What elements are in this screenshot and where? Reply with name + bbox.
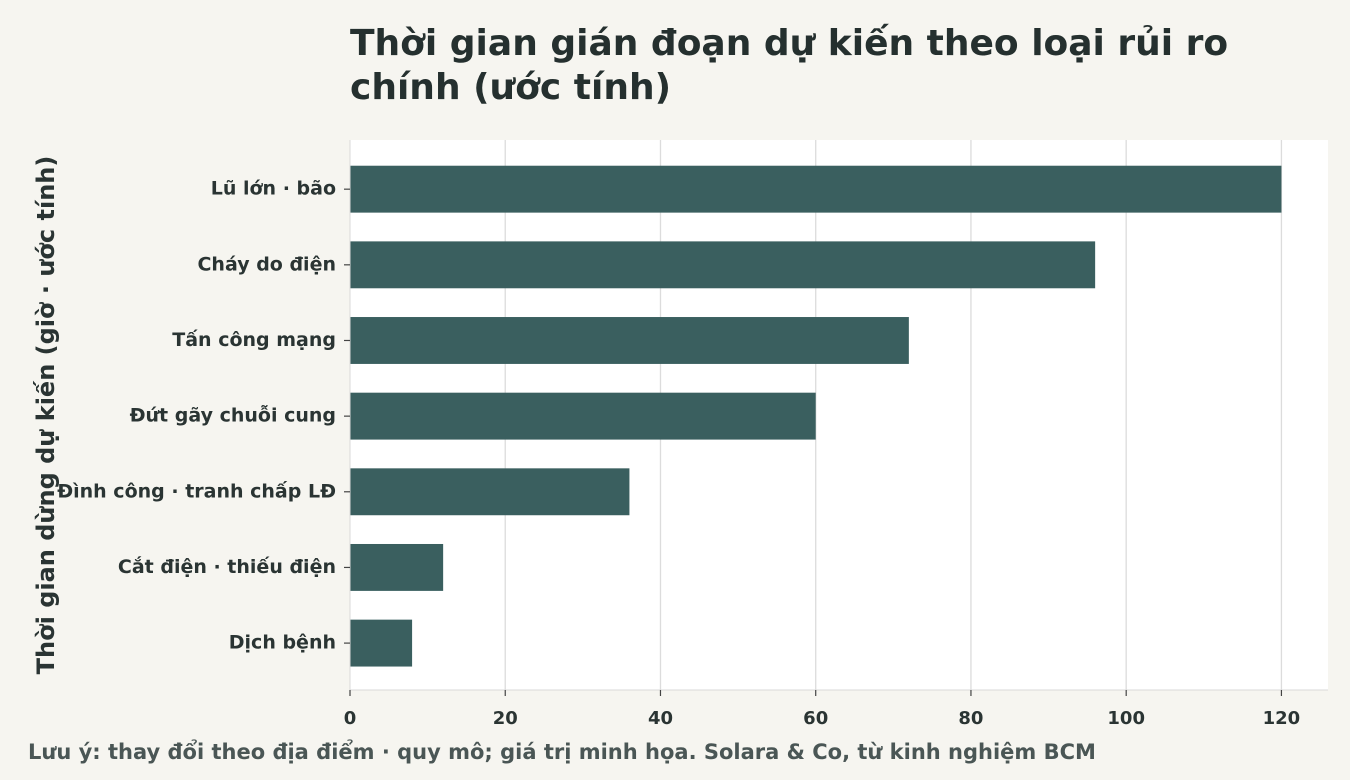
x-tick-label-60: 60 xyxy=(803,708,828,729)
x-tick-label-0: 0 xyxy=(344,708,357,729)
category-label-1: Cháy do điện xyxy=(197,253,336,275)
bar-2 xyxy=(350,317,909,364)
x-tick-label-100: 100 xyxy=(1107,708,1145,729)
category-label-0: Lũ lớn · bão xyxy=(211,178,336,200)
bar-4 xyxy=(350,468,630,516)
gridlines xyxy=(504,140,1283,690)
category-label-2: Tấn công mạng xyxy=(172,328,336,351)
x-tick-label-80: 80 xyxy=(958,708,983,729)
chart-title: Thời gian gián đoạn dự kiến theo loại rủ… xyxy=(350,23,1229,108)
bar-5 xyxy=(350,543,444,591)
bar-3 xyxy=(350,392,816,440)
chart-note: Lưu ý: thay đổi theo địa điểm · quy mô; … xyxy=(28,740,1096,764)
category-label-5: Cắt điện · thiếu điện xyxy=(118,555,336,578)
category-label-3: Đứt gãy chuỗi cung xyxy=(130,403,336,427)
bar-1 xyxy=(350,241,1096,289)
category-labels: Lũ lớn · bão Cháy do điện Tấn công mạng Đứt… xyxy=(57,178,350,654)
category-label-4: Đình công · tranh chấp LĐ xyxy=(57,479,336,502)
y-axis-title: Thời gian dừng dự kiến (giờ · ước tính) xyxy=(32,156,60,675)
category-label-6: Dịch bệnh xyxy=(229,632,336,654)
bar-6 xyxy=(350,619,413,667)
x-tick-labels: 0 20 40 60 80 100 120 xyxy=(344,690,1300,729)
bar-0 xyxy=(350,165,1282,213)
x-tick-label-40: 40 xyxy=(648,708,673,729)
bars xyxy=(350,165,1282,667)
x-tick-label-20: 20 xyxy=(493,708,518,729)
x-tick-label-120: 120 xyxy=(1263,708,1301,729)
